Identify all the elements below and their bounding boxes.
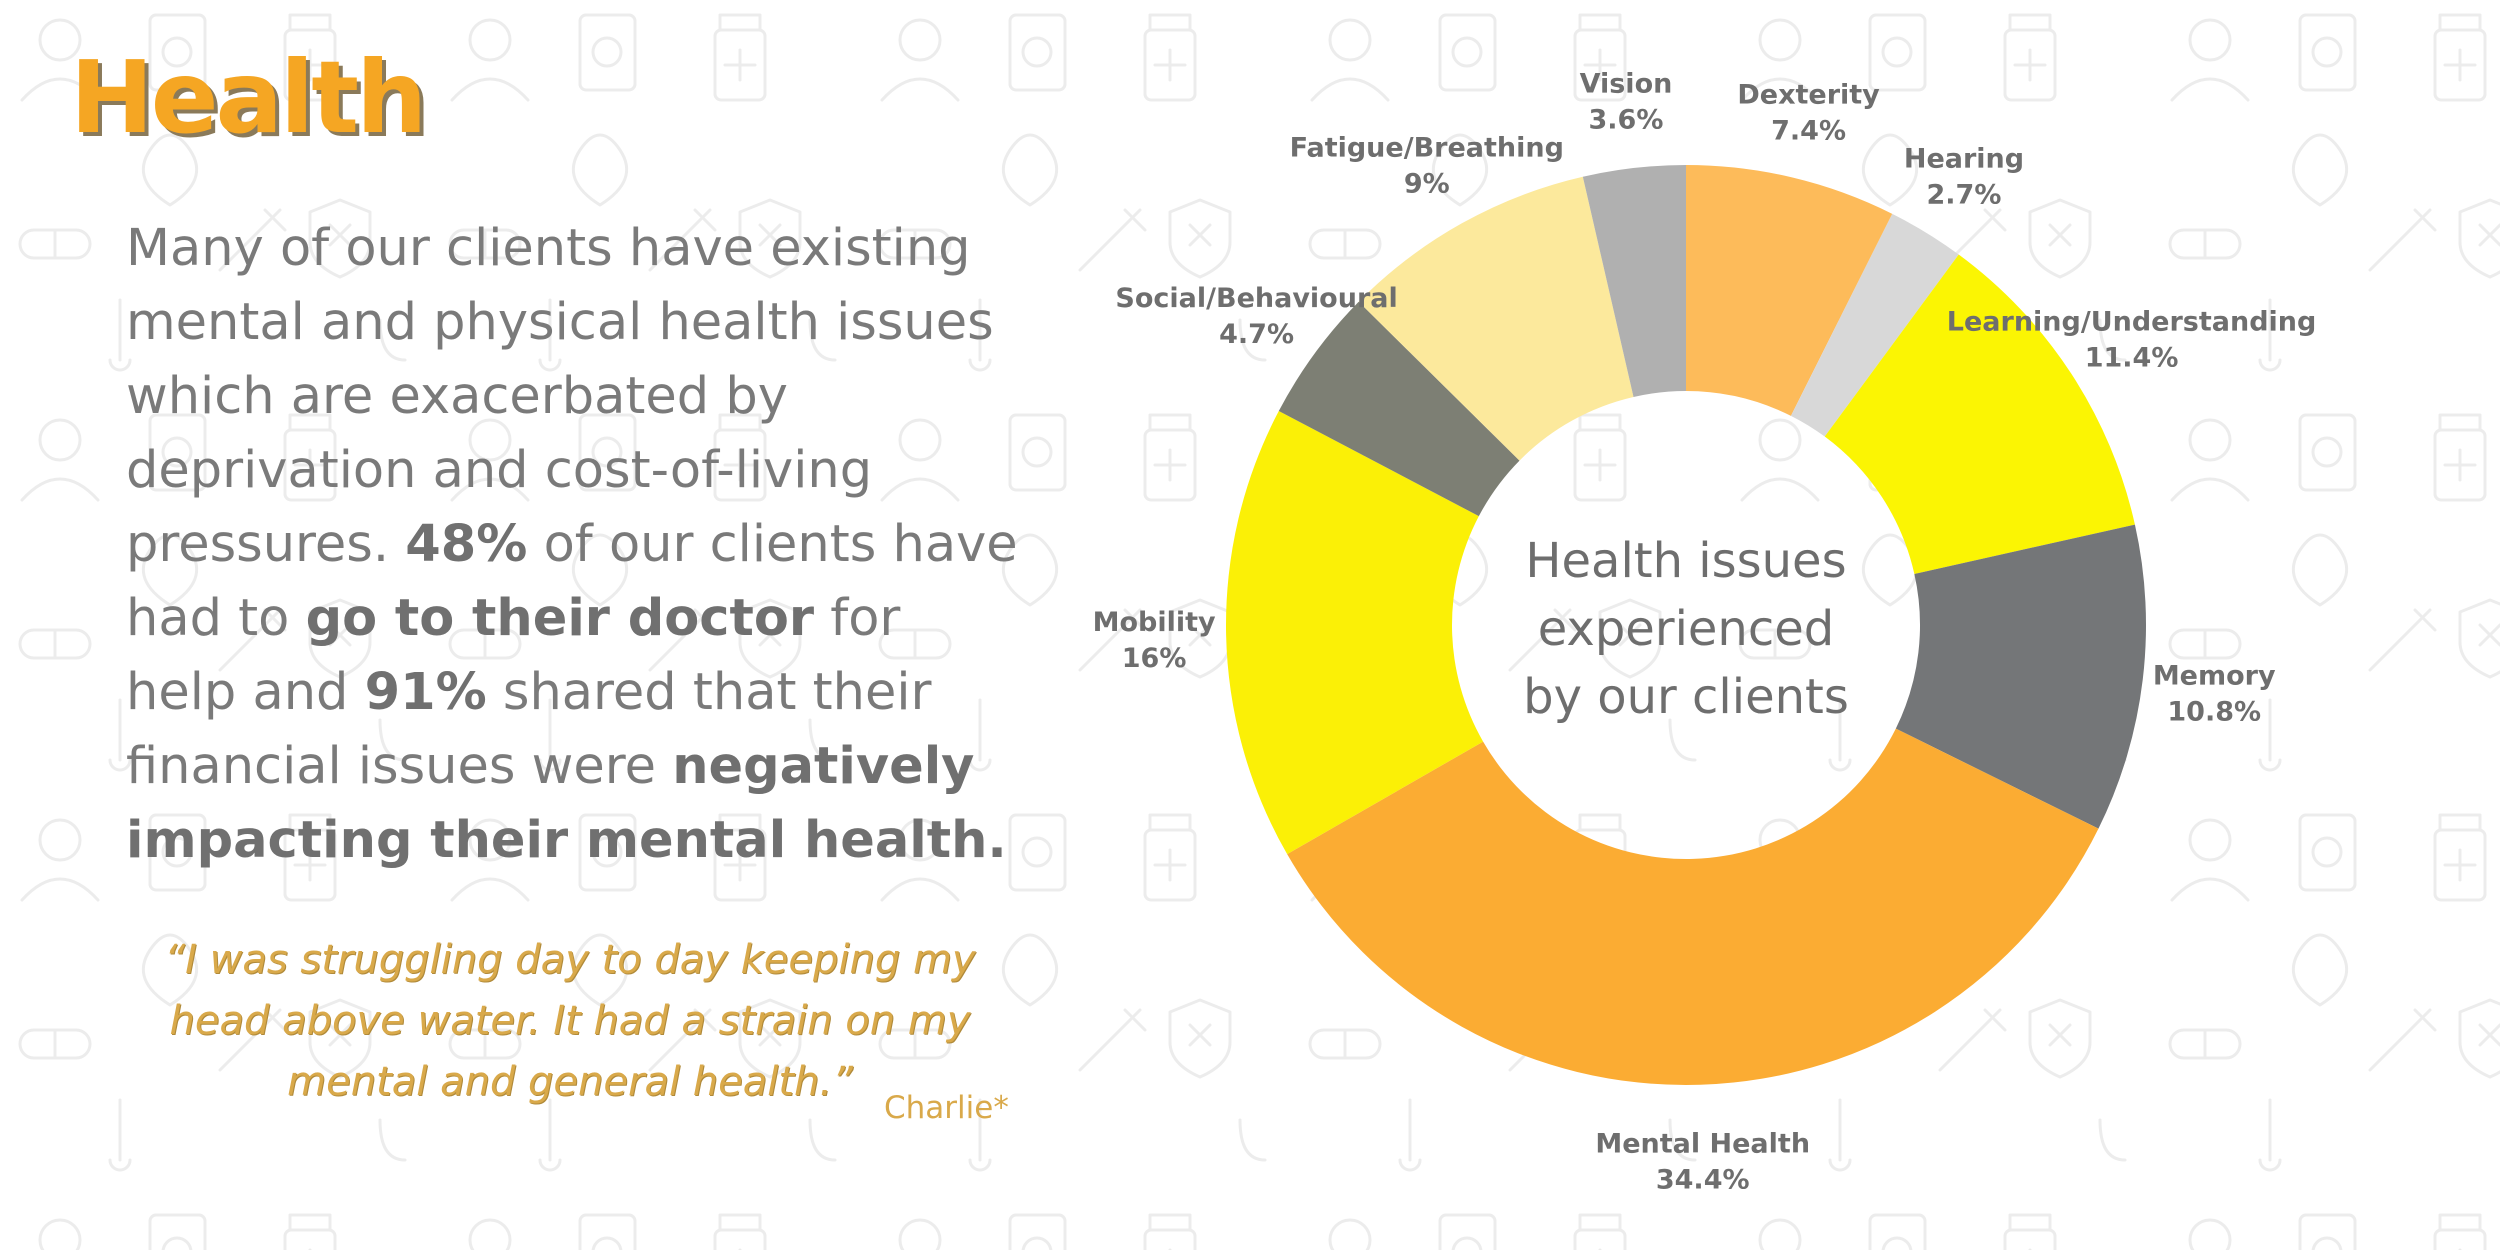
stat-doctor-percent: 48% (405, 515, 528, 574)
page-title: Health (70, 39, 427, 156)
value-label-fatigue-breathing: 9% (1404, 168, 1450, 199)
chart-title-line-2: experienced (1538, 601, 1835, 657)
label-memory: Memory (2153, 660, 2276, 691)
intro-text-2: of our clients have had to (126, 515, 1018, 648)
stat-impact-percent: 91% (364, 663, 487, 722)
chart-title-line-3: by our clients (1523, 669, 1849, 725)
label-dexterity: Dexterity (1737, 79, 1880, 110)
label-fatigue-breathing: Fatigue/Breathing (1290, 132, 1564, 163)
label-hearing: Hearing (1904, 143, 2024, 174)
label-vision: Vision (1580, 68, 1673, 99)
label-social-behavioural: Social/Behavioural (1115, 283, 1397, 314)
impact-highlight: negatively impacting their mental health… (126, 737, 1007, 870)
label-learning-understanding: Learning/Understanding (1947, 306, 2317, 337)
chart-title-line-1: Health issues (1525, 533, 1846, 589)
doctor-highlight: go to their doctor (305, 589, 815, 648)
slice-learning-understanding (1824, 254, 2135, 574)
label-mobility: Mobility (1093, 607, 1216, 638)
slice-social-behavioural (1278, 301, 1520, 517)
health-issues-donut-chart: Dexterity 7.4% Hearing 2.7% Learning/Underst… (1093, 68, 2317, 1196)
slice-mobility (1226, 411, 1484, 855)
quote-author: Charlie* (884, 1090, 1009, 1126)
slice-mental-health (1287, 728, 2099, 1085)
slice-hearing (1790, 213, 1959, 437)
value-label-vision: 3.6% (1589, 104, 1664, 135)
slice-memory (1895, 524, 2146, 829)
value-label-memory: 10.8% (2167, 696, 2261, 727)
intro-text-3: for help and (126, 589, 901, 722)
slice-dexterity (1686, 165, 1893, 416)
value-label-social-behavioural: 4.7% (1219, 319, 1294, 350)
value-label-hearing: 2.7% (1927, 179, 2002, 210)
value-label-mobility: 16% (1122, 643, 1187, 674)
label-mental-health: Mental Health (1595, 1129, 1810, 1160)
slice-fatigue-breathing (1358, 176, 1634, 461)
value-label-mental-health: 34.4% (1656, 1165, 1750, 1196)
value-label-dexterity: 7.4% (1771, 115, 1846, 146)
slice-vision (1582, 165, 1686, 397)
intro-paragraph: Many of our clients have existing mental… (126, 212, 1026, 878)
intro-text-1: Many of our clients have existing mental… (126, 219, 994, 574)
value-label-learning-understanding: 11.4% (2085, 342, 2179, 373)
client-quote: “I was struggling day to day keeping my … (164, 937, 976, 1105)
intro-text-4: shared that their financial issues were (126, 663, 932, 796)
